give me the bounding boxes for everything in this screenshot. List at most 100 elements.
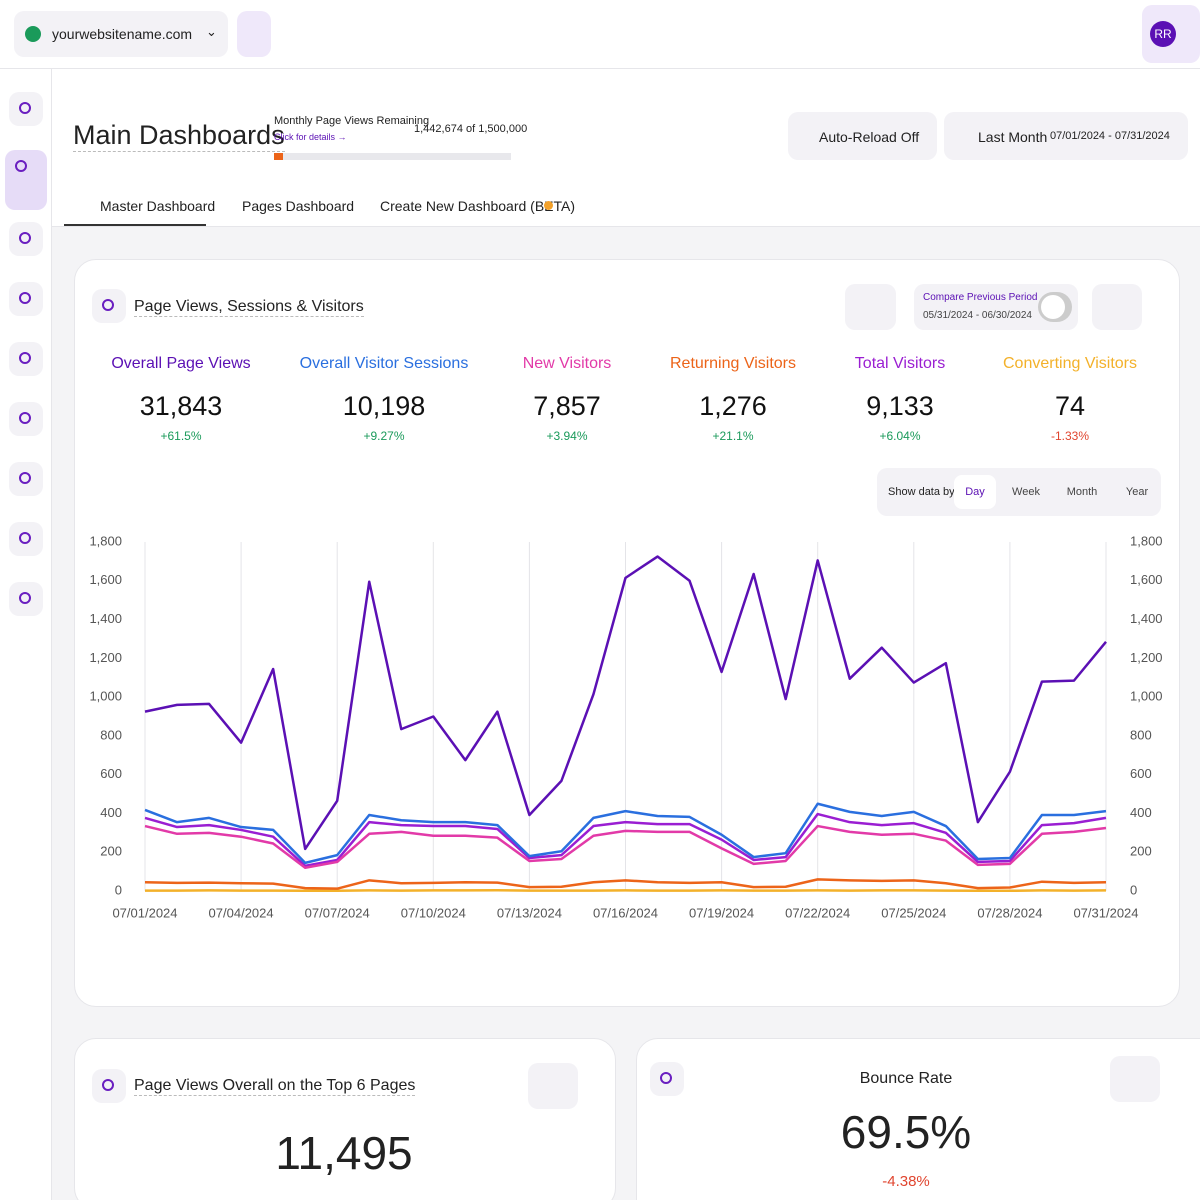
y2-tick-label: 0	[1130, 882, 1137, 897]
sidebar-icon[interactable]	[9, 402, 43, 436]
top-pages-card	[74, 1038, 616, 1200]
series-line	[144, 555, 1107, 851]
metric-change: -1.33%	[1050, 429, 1090, 443]
card-icon	[92, 289, 126, 323]
metric-value: 74	[1054, 391, 1086, 421]
beta-dot	[544, 201, 553, 210]
y2-tick-label: 200	[1130, 844, 1152, 859]
metric-name: Total Visitors	[854, 355, 946, 372]
date-range-dates: 07/01/2024 - 07/31/2024	[1050, 130, 1170, 142]
tab[interactable]: Pages Dashboard	[242, 198, 355, 214]
quota-caption: Monthly Page Views Remaining	[274, 115, 430, 127]
sidebar	[0, 69, 52, 1200]
compare-toggle[interactable]	[1038, 292, 1072, 322]
granularity-option[interactable]: Week	[1012, 486, 1040, 498]
compare-label: Compare Previous Period	[923, 292, 1038, 303]
y2-tick-label: 400	[1130, 805, 1152, 820]
metric-name: Overall Page Views	[111, 355, 251, 372]
metric-value: 10,198	[342, 391, 426, 421]
metric-value: 1,276	[699, 391, 767, 421]
quota-link[interactable]: Click for details →	[274, 132, 347, 142]
granularity-option[interactable]: Day	[965, 486, 985, 498]
series-line	[144, 824, 1107, 869]
x-tick-label: 07/22/2024	[785, 905, 850, 920]
card-title: Bounce Rate	[859, 1070, 953, 1087]
y2-tick-label: 1,800	[1130, 533, 1163, 548]
series-line	[144, 812, 1107, 868]
x-tick-label: 07/01/2024	[112, 905, 177, 920]
series-line	[145, 888, 1107, 893]
y-tick-label: 0	[115, 882, 122, 897]
settings-button[interactable]	[1110, 1056, 1160, 1102]
x-tick-label: 07/10/2024	[401, 905, 466, 920]
settings-button[interactable]	[1092, 284, 1142, 330]
y-tick-label: 600	[100, 766, 122, 781]
y2-tick-label: 600	[1130, 766, 1152, 781]
series-line	[144, 878, 1107, 890]
granularity-label: Show data by:	[888, 486, 958, 498]
date-range-label[interactable]: Last Month	[978, 129, 1048, 145]
granularity-box	[877, 468, 1161, 516]
card-icon	[92, 1069, 126, 1103]
y2-tick-label: 1,200	[1130, 650, 1163, 665]
metric-value: 7,857	[533, 391, 601, 421]
chevron: ⌄	[206, 24, 217, 39]
tab[interactable]: Master Dashboard	[100, 198, 216, 214]
metric-change: +61.5%	[160, 429, 202, 443]
bounce-card	[636, 1038, 1200, 1200]
y-tick-label: 400	[100, 805, 122, 820]
settings-button[interactable]	[528, 1063, 578, 1109]
avatar[interactable]: RR	[1150, 21, 1176, 47]
sidebar-icon[interactable]	[9, 342, 43, 376]
sidebar-icon[interactable]	[9, 222, 43, 256]
y2-tick-label: 800	[1130, 727, 1152, 742]
granularity-option[interactable]: Month	[1066, 486, 1098, 498]
quota-bar	[274, 153, 284, 160]
quota-track	[274, 153, 511, 160]
y-tick-label: 800	[100, 727, 122, 742]
sidebar-icon[interactable]	[9, 582, 43, 616]
site-name[interactable]: yourwebsitename.com	[52, 26, 193, 42]
y2-tick-label: 1,400	[1130, 611, 1163, 626]
quota-separator: of	[466, 123, 476, 135]
open-site-button[interactable]	[237, 11, 271, 57]
x-tick-label: 07/25/2024	[881, 905, 946, 920]
metric-change: +6.04%	[879, 429, 921, 443]
auto-reload-label[interactable]: Auto-Reload Off	[819, 129, 920, 145]
y-tick-label: 1,200	[89, 650, 122, 665]
y2-tick-label: 1,000	[1130, 689, 1163, 704]
metric-name: Converting Visitors	[1003, 355, 1137, 372]
sidebar-icon[interactable]	[9, 522, 43, 556]
x-tick-label: 07/31/2024	[1073, 905, 1138, 920]
metric-name: Overall Visitor Sessions	[299, 355, 469, 372]
sidebar-icon[interactable]	[9, 92, 43, 126]
metric-change: +9.27%	[363, 429, 405, 443]
auto-reload[interactable]	[788, 112, 937, 160]
y-tick-label: 1,000	[89, 689, 122, 704]
quota-remaining: 1,442,674	[414, 123, 463, 135]
card-title: Page Views, Sessions & Visitors	[134, 298, 364, 317]
sidebar-icon[interactable]	[9, 462, 43, 496]
site-icon	[25, 26, 41, 42]
big-value: 11,495	[275, 1127, 413, 1179]
value-change: -4.38%	[882, 1173, 930, 1190]
granularity-option[interactable]: Year	[1125, 486, 1149, 498]
site-selector[interactable]	[14, 11, 228, 57]
date-range[interactable]	[944, 112, 1188, 160]
metric-value: 9,133	[866, 391, 934, 421]
page-title: Main Dashboards	[73, 120, 285, 152]
x-tick-label: 07/28/2024	[977, 905, 1042, 920]
quota-total: 1,500,000	[478, 123, 528, 135]
x-tick-label: 07/04/2024	[209, 905, 274, 920]
sidebar-icon[interactable]	[9, 282, 43, 316]
tab[interactable]: Create New Dashboard (BETA)	[380, 198, 576, 214]
x-tick-label: 07/07/2024	[305, 905, 370, 920]
export-button[interactable]	[845, 284, 896, 330]
card-title: Page Views Overall on the Top 6 Pages	[134, 1077, 416, 1096]
x-tick-label: 07/19/2024	[689, 905, 754, 920]
sidebar-icon-active[interactable]	[5, 150, 47, 210]
metric-change: +3.94%	[546, 429, 588, 443]
compare-dates: 05/31/2024 - 06/30/2024	[923, 310, 1032, 321]
y-tick-label: 1,800	[89, 533, 122, 548]
